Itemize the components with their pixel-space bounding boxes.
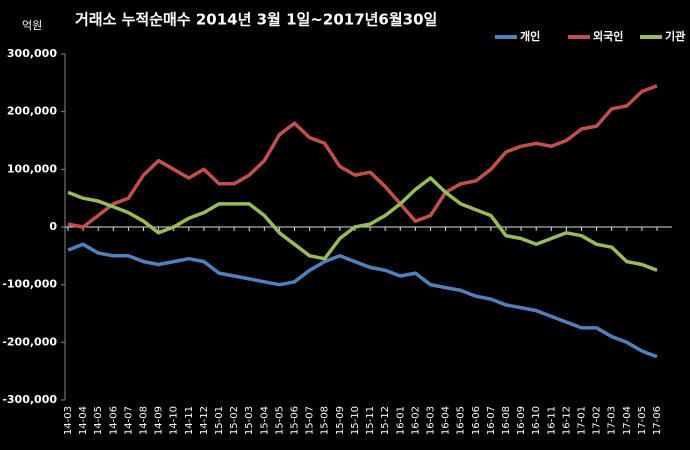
x-tick-label: 15-08 [320,406,331,435]
x-tick-label: 16-10 [531,406,542,435]
legend-label: 기관 [665,29,685,43]
x-tick-label: 15-07 [305,406,316,435]
x-tick-label: 17-06 [652,406,663,435]
x-tick-label: 15-03 [244,406,255,435]
legend-label: 외국인 [593,29,623,43]
x-tick-label: 17-03 [607,406,618,435]
x-tick-label: 14-04 [78,406,89,435]
x-tick-label: 16-05 [456,406,467,435]
y-tick-label: 300,000 [7,47,57,60]
x-tick-label: 14-05 [93,406,104,435]
series-line [67,84,658,229]
chart-title: 거래소 누적순매수 2014년 3월 1일~2017년6월30일 [75,11,437,29]
x-tick-label: 16-04 [441,406,452,435]
x-tick-label: 16-01 [395,406,406,435]
x-tick-label: 17-01 [576,406,587,435]
x-tick-label: 16-06 [471,406,482,435]
x-tick-label: 16-11 [546,406,557,435]
x-tick-label: 15-05 [274,406,285,435]
x-tick-label: 16-03 [425,406,436,435]
x-tick-label: 15-06 [290,406,301,435]
x-tick-label: 14-10 [169,406,180,435]
x-tick-label: 15-04 [259,406,270,435]
x-tick-label: 17-04 [622,406,633,435]
x-tick-label: 15-10 [350,406,361,435]
x-tick-label: 14-03 [63,406,74,435]
x-tick-label: 14-08 [139,406,150,435]
y-tick-label: 100,000 [7,162,57,175]
x-tick-label: 14-06 [108,406,119,435]
x-tick-label: 15-09 [335,406,346,435]
y-tick-label: -200,000 [2,335,57,348]
y-tick-label: -100,000 [2,278,57,291]
x-tick-label: 16-09 [516,406,527,435]
y-tick-label: 0 [49,220,57,233]
y-tick-label: -300,000 [2,393,57,406]
x-tick-label: 17-05 [637,406,648,435]
x-tick-label: 14-11 [184,406,195,435]
x-tick-label: 16-02 [410,406,421,435]
series-line [67,242,658,359]
x-tick-label: 15-02 [229,406,240,435]
x-tick-label: 15-11 [365,406,376,435]
y-axis-label: 억원 [22,19,42,32]
x-tick-label: 16-07 [486,406,497,435]
x-tick-label: 15-12 [380,406,391,435]
x-tick-label: 16-12 [561,406,572,435]
legend-label: 개인 [520,29,540,43]
y-tick-label: 200,000 [7,105,57,118]
x-tick-label: 14-09 [154,406,165,435]
x-tick-label: 14-07 [123,406,134,435]
x-tick-label: 15-01 [214,406,225,435]
x-tick-label: 14-12 [199,406,210,435]
series-line [67,176,658,272]
x-tick-label: 16-08 [501,406,512,435]
x-tick-label: 17-02 [592,406,603,435]
